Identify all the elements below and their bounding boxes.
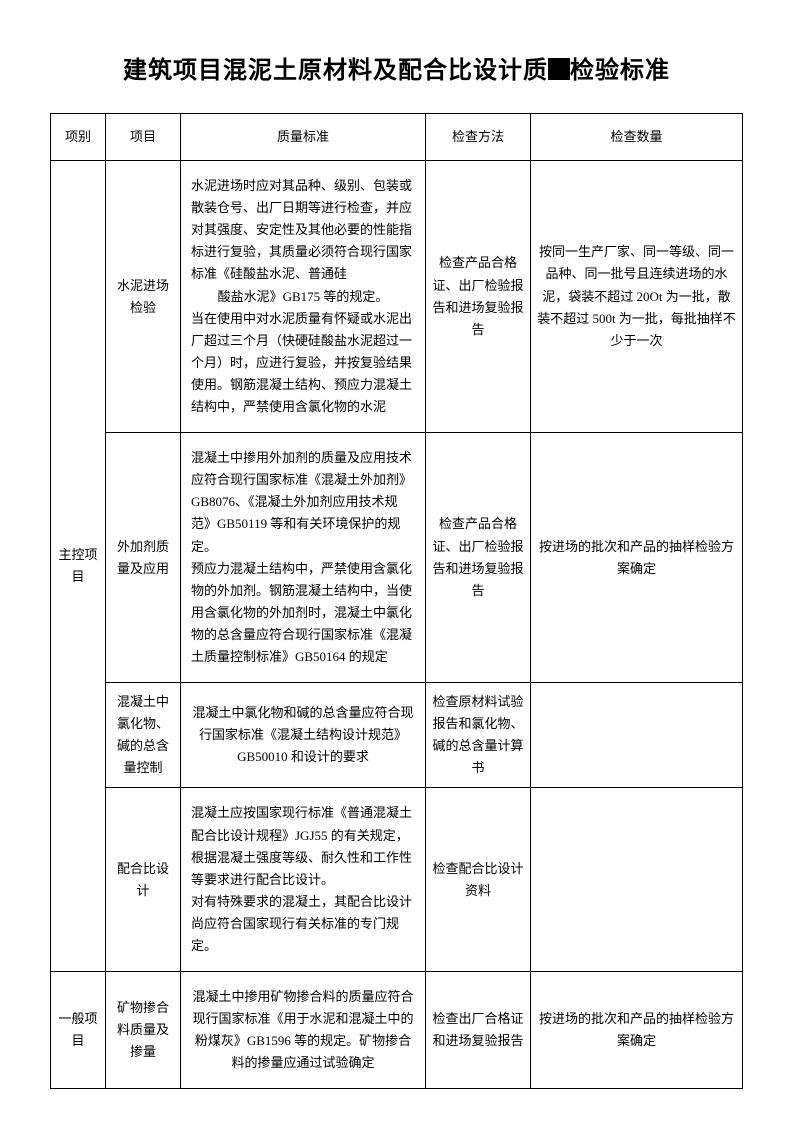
standard-cell: 水泥进场时应对其品种、级别、包装或散装仓号、出厂日期等进行检查，并应对其强度、安… [181,161,426,433]
qty-cell [531,788,743,972]
item-cell: 外加剂质量及应用 [106,433,181,683]
std-text: 当在使用中对水泥质量有怀疑或水泥出厂超过三个月（快硬硅酸盐水泥超过一个月）时，应… [191,308,415,418]
category-main: 主控项目 [51,161,106,972]
qty-cell: 按同一生产厂家、同一等级、同一品种、同一批号且连续进场的水泥，袋装不超过 20O… [531,161,743,433]
table-row: 混凝土中氯化物、碱的总含量控制 混凝土中氯化物和碱的总含量应符合现行国家标准《混… [51,683,743,788]
table-row: 一般项目 矿物掺合料质量及掺量 混凝土中掺用矿物掺合料的质量应符合现行国家标准《… [51,972,743,1089]
item-cell: 水泥进场检验 [106,161,181,433]
standards-table: 项别 项目 质量标准 检查方法 检查数量 主控项目 水泥进场检验 水泥进场时应对… [50,113,743,1089]
std-text: 酸盐水泥》GB175 等的规定。 [191,286,415,308]
std-text: 混凝土应按国家现行标准《普通混凝土配合比设计规程》JGJ55 的有关规定，根据混… [191,802,415,890]
title-pre: 建筑项目混泥土原材料及配合比设计质 [123,58,548,84]
header-method: 检查方法 [426,114,531,161]
qty-cell: 按进场的批次和产品的抽样检验方案确定 [531,433,743,683]
table-row: 配合比设计 混凝土应按国家现行标准《普通混凝土配合比设计规程》JGJ55 的有关… [51,788,743,972]
method-cell: 检查原材料试验报告和氯化物、碱的总含量计算书 [426,683,531,788]
category-general: 一般项目 [51,972,106,1089]
std-text: 水泥进场时应对其品种、级别、包装或散装仓号、出厂日期等进行检查，并应对其强度、安… [191,175,415,285]
item-cell: 矿物掺合料质量及掺量 [106,972,181,1089]
title-post: 检验标准 [570,58,670,84]
standard-cell: 混凝土中掺用矿物掺合料的质量应符合现行国家标准《用于水泥和混凝土中的粉煤灰》GB… [181,972,426,1089]
page-title: 建筑项目混泥土原材料及配合比设计质检验标准 [50,50,743,85]
standard-cell: 混凝土中氯化物和碱的总含量应符合现行国家标准《混凝土结构设计规范》GB50010… [181,683,426,788]
std-text: 混凝土中掺用外加剂的质量及应用技术应符合现行国家标准《混凝土外加剂》GB8076… [191,447,415,557]
qty-cell [531,683,743,788]
header-item: 项目 [106,114,181,161]
method-cell: 检查配合比设计资料 [426,788,531,972]
qty-cell: 按进场的批次和产品的抽样检验方案确定 [531,972,743,1089]
method-cell: 检查出厂合格证和进场复验报告 [426,972,531,1089]
item-cell: 配合比设计 [106,788,181,972]
method-cell: 检查产品合格证、出厂检验报告和进场复验报告 [426,433,531,683]
table-row: 主控项目 水泥进场检验 水泥进场时应对其品种、级别、包装或散装仓号、出厂日期等进… [51,161,743,433]
table-header-row: 项别 项目 质量标准 检查方法 检查数量 [51,114,743,161]
standard-cell: 混凝土中掺用外加剂的质量及应用技术应符合现行国家标准《混凝土外加剂》GB8076… [181,433,426,683]
redacted-block [548,58,570,80]
header-standard: 质量标准 [181,114,426,161]
table-row: 外加剂质量及应用 混凝土中掺用外加剂的质量及应用技术应符合现行国家标准《混凝土外… [51,433,743,683]
standard-cell: 混凝土应按国家现行标准《普通混凝土配合比设计规程》JGJ55 的有关规定，根据混… [181,788,426,972]
item-cell: 混凝土中氯化物、碱的总含量控制 [106,683,181,788]
header-quantity: 检查数量 [531,114,743,161]
method-cell: 检查产品合格证、出厂检验报告和进场复验报告 [426,161,531,433]
std-text: 对有特殊要求的混凝土，其配合比设计尚应符合国家现行有关标准的专门规定。 [191,891,415,957]
std-text: 预应力混凝土结构中，严禁使用含氯化物的外加剂。钢筋混凝土结构中，当使用含氯化物的… [191,558,415,668]
header-category: 项别 [51,114,106,161]
